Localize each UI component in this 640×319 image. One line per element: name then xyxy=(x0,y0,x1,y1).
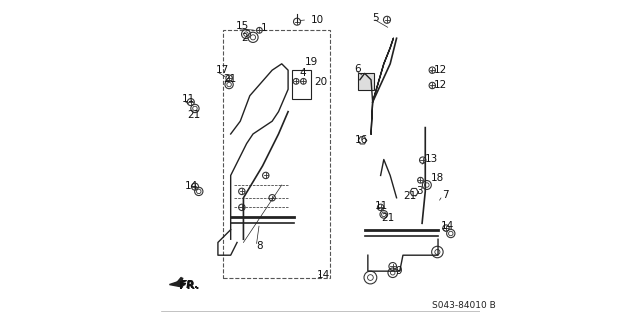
Text: 6: 6 xyxy=(355,63,361,74)
Text: 18: 18 xyxy=(431,173,444,183)
Text: 9: 9 xyxy=(395,265,401,276)
Text: 4: 4 xyxy=(300,68,306,78)
Text: 16: 16 xyxy=(355,135,368,145)
Text: 1: 1 xyxy=(261,23,268,33)
Text: 8: 8 xyxy=(256,241,263,251)
Text: 2: 2 xyxy=(241,33,248,43)
Text: FR.: FR. xyxy=(179,280,200,291)
Text: 7: 7 xyxy=(442,189,449,200)
Text: 11: 11 xyxy=(182,94,195,104)
Text: 21: 21 xyxy=(223,74,237,84)
Text: 3: 3 xyxy=(416,186,422,197)
FancyBboxPatch shape xyxy=(358,73,374,90)
Text: 20: 20 xyxy=(314,77,328,87)
Text: 19: 19 xyxy=(305,57,318,67)
Bar xyxy=(292,70,312,99)
Text: 15: 15 xyxy=(236,21,250,32)
Text: 12: 12 xyxy=(434,64,447,75)
Text: S043-84010 B: S043-84010 B xyxy=(431,301,495,310)
Text: 21: 21 xyxy=(381,212,394,223)
Text: 17: 17 xyxy=(216,65,229,75)
Polygon shape xyxy=(170,280,183,287)
Text: 21: 21 xyxy=(404,191,417,201)
Text: 10: 10 xyxy=(310,15,324,25)
Text: FR.: FR. xyxy=(180,279,200,290)
Text: 11: 11 xyxy=(375,201,388,211)
Text: 14: 14 xyxy=(184,181,198,191)
FancyArrowPatch shape xyxy=(176,278,184,285)
Text: 14: 14 xyxy=(440,221,454,232)
Text: 12: 12 xyxy=(434,80,447,91)
Text: 5: 5 xyxy=(372,12,380,23)
Text: 21: 21 xyxy=(188,110,201,121)
Text: 14: 14 xyxy=(317,270,330,280)
Text: 13: 13 xyxy=(425,154,438,165)
